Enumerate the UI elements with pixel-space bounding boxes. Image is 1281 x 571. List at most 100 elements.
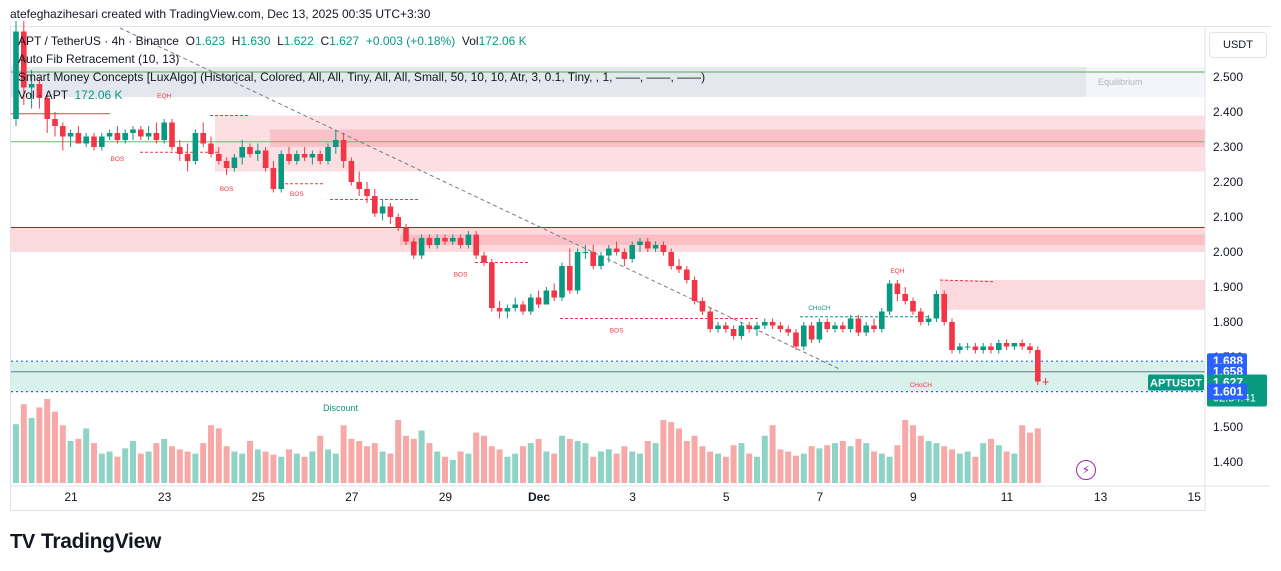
- candle: [855, 315, 862, 336]
- candle-body: [543, 290, 550, 305]
- candle: [520, 301, 526, 315]
- candle-body: [309, 154, 316, 158]
- candle-body: [964, 346, 971, 348]
- volume-bar: [980, 443, 987, 483]
- candle-body: [645, 241, 651, 249]
- candle-body: [832, 325, 838, 329]
- volume-bar: [605, 449, 612, 483]
- candle-body: [606, 248, 612, 256]
- candle-body: [481, 255, 487, 263]
- currency-button[interactable]: USDT: [1209, 32, 1267, 58]
- candle-body: [442, 238, 448, 242]
- candle-body: [130, 129, 136, 133]
- candle-body: [1035, 350, 1041, 382]
- volume-bar: [1034, 428, 1041, 483]
- volume-bar: [231, 451, 238, 483]
- volume-bar: [676, 428, 682, 483]
- candle: [590, 245, 596, 270]
- volume-bar: [707, 451, 714, 483]
- candle-body: [691, 280, 698, 301]
- candle-body: [67, 133, 74, 137]
- volume-bar: [356, 441, 363, 483]
- candle: [67, 129, 74, 147]
- volume-bar: [839, 441, 846, 483]
- candle-body: [590, 252, 596, 266]
- volume-bar: [738, 443, 745, 483]
- candle-body: [333, 140, 339, 147]
- candle: [309, 150, 316, 165]
- candle: [1019, 339, 1025, 350]
- candle: [629, 241, 635, 263]
- candle-body: [785, 329, 791, 333]
- candle-body: [91, 136, 97, 147]
- candle: [28, 70, 35, 109]
- candle: [988, 343, 994, 354]
- candle-body: [1019, 343, 1025, 347]
- candle-body: [208, 143, 214, 154]
- candle: [286, 147, 292, 165]
- volume-bar: [200, 443, 207, 483]
- candle-body: [13, 31, 19, 119]
- volume-bar: [1003, 451, 1010, 483]
- volume-bar: [621, 446, 628, 483]
- candle-body: [933, 294, 940, 319]
- volume-bar: [785, 451, 792, 483]
- lightning-icon[interactable]: ⚡: [1076, 460, 1096, 480]
- candle-body: [699, 301, 706, 312]
- candle: [785, 325, 791, 336]
- legend-open-value: 1.623: [194, 34, 226, 48]
- volume-bar: [286, 449, 292, 483]
- volume-bar: [832, 443, 838, 483]
- candle: [941, 290, 947, 326]
- volume-bar: [364, 446, 370, 483]
- candle-body: [200, 133, 206, 144]
- x-tick-label: 15: [1188, 490, 1202, 504]
- candle-body: [754, 325, 760, 329]
- volume-bar: [114, 456, 121, 483]
- candle: [44, 94, 50, 133]
- price-label-3: 1.601: [1213, 385, 1243, 399]
- candle: [106, 129, 113, 140]
- legend-indicator-fib[interactable]: Auto Fib Retracement (10, 13): [18, 52, 180, 66]
- candle-body: [161, 122, 167, 140]
- volume-bar: [933, 443, 940, 483]
- candle-body: [262, 150, 269, 168]
- volume-bar: [543, 451, 550, 483]
- volume-bar: [426, 443, 433, 483]
- volume-bar: [910, 425, 916, 483]
- candle: [567, 248, 573, 294]
- candle: [130, 126, 136, 140]
- candle: [36, 77, 43, 109]
- volume-bar: [75, 438, 82, 483]
- candle-body: [247, 147, 253, 154]
- volume-bar: [878, 453, 885, 483]
- volume-bar: [754, 456, 760, 483]
- volume-bar: [20, 404, 27, 483]
- legend-indicator-vol[interactable]: Vol · APT 172.06 K: [18, 88, 123, 102]
- legend-symbol[interactable]: APT / TetherUS · 4h · Binance: [18, 34, 179, 48]
- candle-body: [980, 346, 986, 350]
- legend-ohlc: APT / TetherUS · 4h · Binance O1.623 H1.…: [18, 34, 527, 48]
- candle: [840, 322, 846, 333]
- volume-bar: [239, 453, 246, 483]
- candle-body: [153, 133, 160, 140]
- volume-bar: [777, 449, 784, 483]
- legend-volume-label: Vol: [461, 34, 479, 48]
- candle: [699, 297, 706, 315]
- volume-bar: [449, 459, 456, 483]
- candle: [504, 304, 511, 319]
- candle: [278, 150, 284, 193]
- candle-body: [567, 266, 573, 291]
- legend-indicator-smc[interactable]: Smart Money Concepts [LuxAlgo] (Historic…: [18, 70, 706, 84]
- candle-body: [450, 238, 456, 242]
- tradingview-logo-icon: TV: [10, 530, 35, 553]
- candle: [645, 238, 651, 252]
- candle: [200, 122, 206, 147]
- y-tick-label: 2.500: [1213, 70, 1243, 84]
- volume-bar: [972, 456, 979, 483]
- candle: [769, 318, 776, 329]
- volume-bar: [192, 453, 199, 483]
- candle: [762, 318, 768, 329]
- candle-body: [863, 325, 869, 333]
